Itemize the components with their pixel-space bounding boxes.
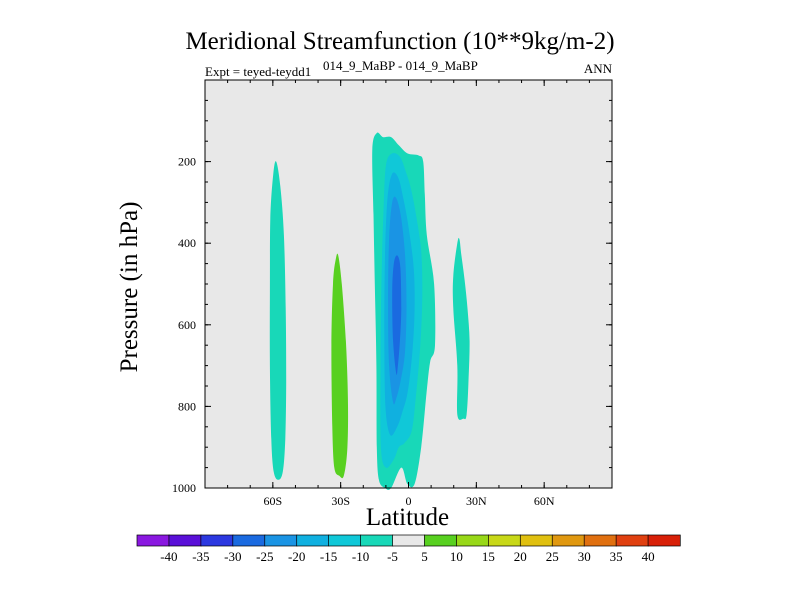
colorbar-label: 40 bbox=[642, 549, 655, 564]
colorbar-label: -20 bbox=[288, 549, 305, 564]
x-tick-label: 30N bbox=[466, 494, 487, 508]
chart-title: Meridional Streamfunction (10**9kg/m-2) bbox=[185, 28, 615, 55]
y-tick-label: 400 bbox=[178, 236, 196, 250]
cell-eq-25 bbox=[392, 255, 402, 376]
colorbar-label: -15 bbox=[320, 549, 337, 564]
colorbar-swatch bbox=[615, 534, 649, 547]
colorbar-swatch bbox=[200, 534, 234, 547]
season-label: ANN bbox=[583, 61, 612, 76]
colorbar-swatch bbox=[519, 534, 553, 547]
colorbar-swatch bbox=[168, 534, 202, 547]
y-tick-label: 800 bbox=[178, 399, 196, 413]
colorbar-label: 25 bbox=[546, 549, 559, 564]
axis-ticks: 60S 30S 0 30N 60N 200 400 600 800 1000 bbox=[172, 80, 612, 508]
colorbar-label: -35 bbox=[192, 549, 209, 564]
x-axis-label: Latitude bbox=[365, 504, 450, 531]
x-tick-label: 0 bbox=[406, 494, 412, 508]
colorbar-swatch bbox=[232, 534, 266, 547]
colorbar-swatch bbox=[583, 534, 617, 547]
colorbar-swatch bbox=[296, 534, 330, 547]
colorbar-swatch bbox=[424, 534, 458, 547]
colorbar-swatch bbox=[264, 534, 298, 547]
colorbar-swatch bbox=[551, 534, 585, 547]
colorbar-label: -30 bbox=[224, 549, 241, 564]
colorbar-label: -5 bbox=[387, 549, 398, 564]
x-tick-label: 60S bbox=[263, 494, 282, 508]
y-tick-label: 200 bbox=[178, 155, 196, 169]
colorbar-label: 10 bbox=[450, 549, 463, 564]
contour-cells bbox=[269, 132, 470, 490]
colorbar-swatch bbox=[456, 534, 490, 547]
x-tick-label: 30S bbox=[331, 494, 350, 508]
colorbar-swatch bbox=[328, 534, 362, 547]
x-tick-label: 60N bbox=[534, 494, 555, 508]
y-tick-label: 1000 bbox=[172, 481, 196, 495]
colorbar-label: -25 bbox=[256, 549, 273, 564]
experiment-label: Expt = teyed-teydd1 bbox=[205, 64, 312, 79]
colorbar: -40 -35 -30 -25 -20 -15 -10 -5 5 10 15 20 25 30 35 40 bbox=[136, 534, 681, 564]
colorbar-label: 35 bbox=[610, 549, 623, 564]
colorbar-label: 30 bbox=[578, 549, 591, 564]
colorbar-swatch bbox=[488, 534, 521, 547]
experiment-suffix: 014_9_MaBP - 014_9_MaBP bbox=[323, 58, 478, 73]
colorbar-label: 15 bbox=[482, 549, 495, 564]
colorbar-swatch bbox=[392, 534, 426, 547]
colorbar-label: -40 bbox=[160, 549, 177, 564]
colorbar-swatch bbox=[360, 534, 394, 547]
colorbar-label: -10 bbox=[352, 549, 369, 564]
colorbar-swatch bbox=[647, 534, 681, 547]
y-tick-label: 600 bbox=[178, 318, 196, 332]
cell-60s bbox=[269, 161, 287, 480]
colorbar-label: 20 bbox=[514, 549, 527, 564]
cell-30s bbox=[331, 253, 349, 479]
colorbar-label: 5 bbox=[421, 549, 428, 564]
colorbar-swatch bbox=[136, 534, 170, 547]
cell-20n bbox=[452, 237, 470, 420]
